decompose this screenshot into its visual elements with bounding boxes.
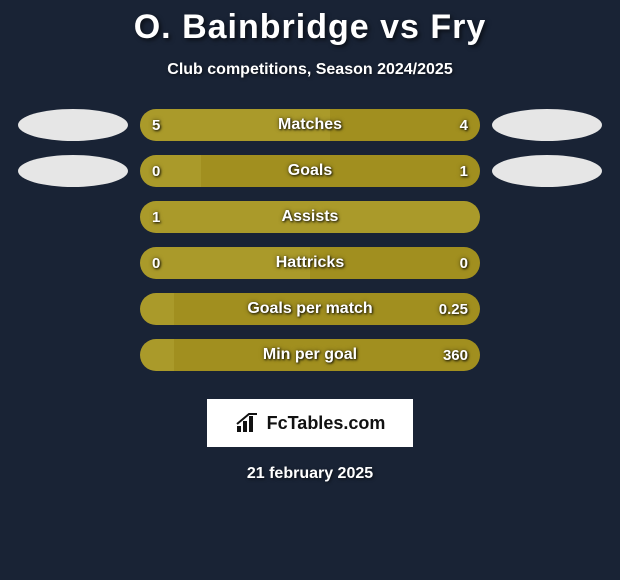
stat-bar: Assists1 — [140, 201, 480, 233]
stat-row: Min per goal360 — [0, 339, 620, 371]
stat-row: Matches54 — [0, 109, 620, 141]
infographic-root: O. Bainbridge vs Fry Club competitions, … — [0, 0, 620, 580]
stat-bar-left — [140, 201, 480, 233]
player-left-ellipse — [18, 109, 128, 141]
stat-bar-right — [201, 155, 480, 187]
stat-row: Goals per match0.25 — [0, 293, 620, 325]
player-right-ellipse — [492, 109, 602, 141]
stat-row: Assists1 — [0, 201, 620, 233]
stat-bar: Matches54 — [140, 109, 480, 141]
fctables-icon — [235, 412, 261, 434]
brand-badge: FcTables.com — [207, 399, 413, 447]
stat-bar-left — [140, 339, 174, 371]
stat-bar-right — [330, 109, 480, 141]
stat-bar-left — [140, 109, 330, 141]
stat-bar-left — [140, 155, 201, 187]
player-left-ellipse — [18, 155, 128, 187]
stats-area: Matches54 Goals01 Assists1 Hattricks00 Goals… — [0, 109, 620, 371]
stat-bar: Goals per match0.25 — [140, 293, 480, 325]
stat-bar-right — [174, 339, 480, 371]
stat-bar-left — [140, 293, 174, 325]
player-right-ellipse — [492, 155, 602, 187]
brand-text: FcTables.com — [267, 413, 386, 434]
stat-bar-right — [174, 293, 480, 325]
stat-bar-left — [140, 247, 310, 279]
date-label: 21 february 2025 — [0, 465, 620, 483]
stat-row: Hattricks00 — [0, 247, 620, 279]
stat-bar: Goals01 — [140, 155, 480, 187]
stat-row: Goals01 — [0, 155, 620, 187]
subtitle: Club competitions, Season 2024/2025 — [0, 61, 620, 79]
stat-bar: Min per goal360 — [140, 339, 480, 371]
page-title: O. Bainbridge vs Fry — [0, 8, 620, 47]
stat-bar: Hattricks00 — [140, 247, 480, 279]
stat-bar-right — [310, 247, 480, 279]
